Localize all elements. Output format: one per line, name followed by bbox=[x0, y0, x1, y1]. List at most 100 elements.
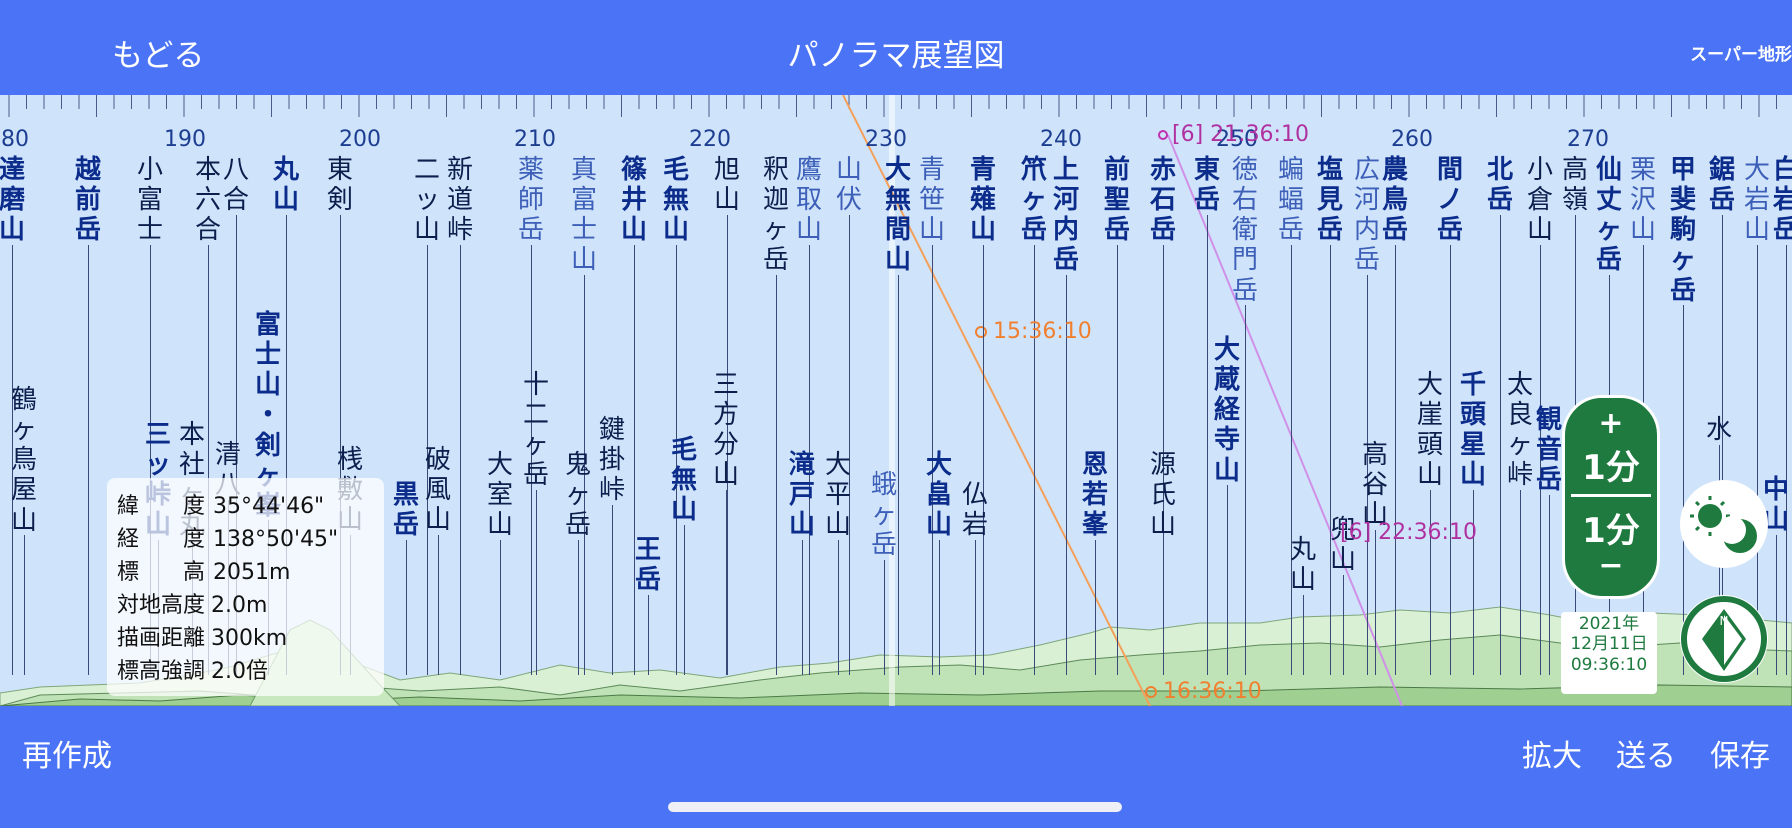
peak-label[interactable]: 仙 丈 ヶ 岳 bbox=[1594, 155, 1624, 276]
send-button[interactable]: 送る bbox=[1616, 739, 1676, 774]
peak-label[interactable]: 広 河 内 岳 bbox=[1352, 155, 1382, 276]
peak-name: 破 風 山 bbox=[424, 445, 451, 536]
peak-name: 本 六 合 bbox=[194, 155, 221, 246]
compass-button[interactable]: N bbox=[1680, 595, 1768, 683]
peak-label[interactable]: 大 岩 山 bbox=[1742, 155, 1772, 245]
peak-label[interactable]: 高 嶺 bbox=[1560, 155, 1590, 215]
peak-label[interactable]: 上 河 内 岳 bbox=[1051, 155, 1081, 276]
peak-label[interactable]: 越 前 岳 bbox=[73, 155, 103, 245]
peak-label[interactable]: 太 良 ヶ 峠 bbox=[1505, 370, 1535, 491]
peak-label[interactable]: 鷹 取 山 bbox=[794, 155, 824, 245]
peak-label[interactable]: 八 合 bbox=[221, 155, 251, 215]
zoom-button[interactable]: 拡大 bbox=[1522, 739, 1582, 774]
peak-label[interactable]: 鬼 ヶ 岳 bbox=[563, 450, 593, 540]
peak-name: 十 二 ヶ 岳 bbox=[522, 370, 549, 491]
peak-label[interactable]: 釈 迦 ヶ 岳 bbox=[761, 155, 791, 276]
peak-label[interactable]: 水 bbox=[1704, 415, 1734, 445]
date-time-display[interactable]: 2021年 12月11日 09:36:10 bbox=[1561, 612, 1657, 694]
peak-label[interactable]: 甲 斐 駒 ヶ 岳 bbox=[1668, 155, 1698, 306]
peak-label[interactable]: 真 富 士 山 bbox=[569, 155, 599, 276]
peak-sight-line bbox=[648, 595, 649, 675]
time-plus-button[interactable]: + bbox=[1598, 406, 1624, 441]
peak-name: 大 岩 山 bbox=[1743, 155, 1770, 246]
peak-label[interactable]: 笊 ヶ 岳 bbox=[1019, 155, 1049, 245]
panorama-view[interactable]: 180 190 200 210 220 230 240 250 260 270 達 磨 山 越 前 … bbox=[0, 95, 1792, 706]
peak-name: 鋸 岳 bbox=[1708, 155, 1735, 216]
peak-label[interactable]: 高 谷 山 bbox=[1360, 440, 1390, 530]
peak-label[interactable]: 達 磨 山 bbox=[0, 155, 27, 245]
peak-label[interactable]: 新 道 峠 bbox=[445, 155, 475, 245]
peak-label[interactable]: 大 蔵 経 寺 山 bbox=[1212, 335, 1242, 486]
peak-label[interactable]: 毛 無 山 bbox=[661, 155, 691, 245]
super-terrain-button[interactable]: スーパー地形 bbox=[1690, 45, 1792, 65]
peak-sight-line bbox=[24, 535, 25, 675]
peak-label[interactable]: 徳 右 衛 門 岳 bbox=[1230, 155, 1260, 306]
step-up-label[interactable]: 1分 bbox=[1582, 448, 1640, 488]
peak-label[interactable]: 篠 井 山 bbox=[619, 155, 649, 245]
peak-label[interactable]: 丸 山 bbox=[1288, 535, 1318, 595]
peak-label[interactable]: 大 室 山 bbox=[485, 450, 515, 540]
peak-label[interactable]: 東 剣 bbox=[325, 155, 355, 215]
peak-label[interactable]: 山 伏 bbox=[834, 155, 864, 215]
peak-name: 毛 無 山 bbox=[662, 155, 689, 246]
peak-label[interactable]: 大 平 山 bbox=[823, 450, 853, 540]
peak-name: 観 音 岳 bbox=[1535, 405, 1562, 496]
peak-name: 恩 若 峯 bbox=[1081, 450, 1108, 541]
peak-label[interactable]: 破 風 山 bbox=[423, 445, 453, 535]
peak-label[interactable]: 千 頭 星 山 bbox=[1458, 370, 1488, 491]
peak-label[interactable]: 旭 山 bbox=[712, 155, 742, 215]
peak-label[interactable]: 兜 山 bbox=[1328, 515, 1358, 575]
peak-label[interactable]: 大 畠 山 bbox=[924, 450, 954, 540]
peak-label[interactable]: 本 六 合 bbox=[193, 155, 223, 245]
peak-label[interactable]: 恩 若 峯 bbox=[1080, 450, 1110, 540]
peak-label[interactable]: 鋸 岳 bbox=[1707, 155, 1737, 215]
peak-label[interactable]: 小 倉 山 bbox=[1525, 155, 1555, 245]
peak-label[interactable]: 鶴 ヶ 鳥 屋 山 bbox=[9, 385, 39, 536]
peak-label[interactable]: 間 ノ 岳 bbox=[1435, 155, 1465, 245]
peak-label[interactable]: 仏 岩 bbox=[960, 480, 990, 540]
peak-label[interactable]: 鍵 掛 峠 bbox=[597, 415, 627, 505]
peak-name: 前 聖 岳 bbox=[1103, 155, 1130, 246]
peak-name: 鬼 ヶ 岳 bbox=[564, 450, 591, 541]
peak-label[interactable]: 青 薙 山 bbox=[968, 155, 998, 245]
peak-label[interactable]: 蝙 蝠 岳 bbox=[1276, 155, 1306, 245]
peak-label[interactable]: 青 笹 山 bbox=[917, 155, 947, 245]
peak-label[interactable]: 農 鳥 岳 bbox=[1380, 155, 1410, 245]
peak-label[interactable]: 王 岳 bbox=[633, 535, 663, 595]
peak-sight-line bbox=[1786, 245, 1787, 675]
save-button[interactable]: 保存 bbox=[1710, 739, 1770, 774]
peak-name: 滝 戸 山 bbox=[788, 450, 815, 541]
peak-sight-line bbox=[1473, 490, 1474, 675]
peak-label[interactable]: 蛾 ヶ 岳 bbox=[869, 470, 899, 560]
peak-label[interactable]: 塩 見 岳 bbox=[1315, 155, 1345, 245]
peak-label[interactable]: 白 岩 岳 bbox=[1771, 155, 1792, 245]
peak-label[interactable]: 大 崖 頭 山 bbox=[1415, 370, 1445, 491]
peak-label[interactable]: 三 方 分 山 bbox=[711, 370, 741, 491]
sun-moon-toggle-button[interactable] bbox=[1680, 480, 1768, 568]
peak-name: 間 ノ 岳 bbox=[1436, 155, 1463, 246]
peak-label[interactable]: 栗 沢 山 bbox=[1628, 155, 1658, 245]
peak-label[interactable]: 前 聖 岳 bbox=[1102, 155, 1132, 245]
peak-label[interactable]: 二 ッ 山 bbox=[412, 155, 442, 245]
peak-label[interactable]: 源 氏 山 bbox=[1148, 450, 1178, 540]
time-minus-button[interactable]: − bbox=[1598, 548, 1624, 583]
peak-label[interactable]: 黒 岳 bbox=[391, 480, 421, 540]
peak-sight-line bbox=[939, 540, 940, 675]
peak-label[interactable]: 北 岳 bbox=[1485, 155, 1515, 215]
peak-label[interactable]: 毛 無 山 bbox=[669, 435, 699, 525]
back-button[interactable]: もどる bbox=[112, 38, 205, 74]
peak-label[interactable]: 十 二 ヶ 岳 bbox=[521, 370, 551, 491]
peak-sight-line bbox=[634, 245, 635, 675]
peak-label[interactable]: 観 音 岳 bbox=[1534, 405, 1564, 495]
peak-label[interactable]: 滝 戸 山 bbox=[787, 450, 817, 540]
peak-label[interactable]: 大 無 間 山 bbox=[883, 155, 913, 276]
peak-label[interactable]: 東 岳 bbox=[1192, 155, 1222, 215]
peak-label[interactable]: 小 富 士 bbox=[135, 155, 165, 245]
recreate-button[interactable]: 再作成 bbox=[22, 739, 112, 774]
peak-label[interactable]: 丸 山 bbox=[271, 155, 301, 215]
azimuth-label: 230 bbox=[865, 127, 907, 152]
step-down-label[interactable]: 1分 bbox=[1582, 511, 1640, 551]
peak-label[interactable]: 薬 師 岳 bbox=[516, 155, 546, 245]
peak-name: 青 薙 山 bbox=[969, 155, 996, 246]
peak-label[interactable]: 赤 石 岳 bbox=[1148, 155, 1178, 245]
